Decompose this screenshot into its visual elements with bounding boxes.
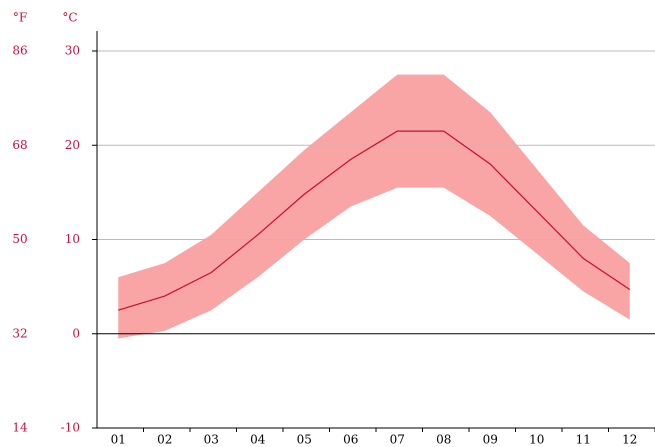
mean-line — [118, 130, 631, 311]
y2-tick-label: 68 — [12, 138, 27, 152]
x-tick-label: 01 — [111, 433, 126, 447]
x-tick-label: 04 — [250, 433, 266, 447]
x-tick-label: 09 — [483, 433, 498, 447]
y-unit: °C — [62, 11, 77, 25]
x-tick-label: 05 — [297, 433, 312, 447]
y-tick-label: 30 — [65, 44, 80, 58]
y2-unit: °F — [13, 11, 27, 25]
x-tick-label: 10 — [529, 433, 544, 447]
y-tick-label: 10 — [65, 232, 80, 246]
temperature-range — [118, 74, 630, 339]
y2-tick-label: 32 — [12, 326, 27, 340]
y-tick-label: 20 — [65, 138, 80, 152]
y2-tick-label: 50 — [12, 232, 27, 246]
x-tick-label: 07 — [390, 433, 405, 447]
x-tick-label: 08 — [436, 433, 451, 447]
x-tick-label: 02 — [157, 433, 172, 447]
y-tick-label: 0 — [72, 326, 80, 340]
y2-tick-label: 14 — [12, 421, 28, 435]
y2-tick-label: 86 — [12, 44, 27, 58]
y-tick-label: -10 — [61, 421, 80, 435]
x-tick-label: 03 — [204, 433, 219, 447]
x-tick-label: 06 — [343, 433, 358, 447]
x-tick-label: 12 — [622, 433, 637, 447]
x-tick-label: 11 — [576, 433, 591, 447]
